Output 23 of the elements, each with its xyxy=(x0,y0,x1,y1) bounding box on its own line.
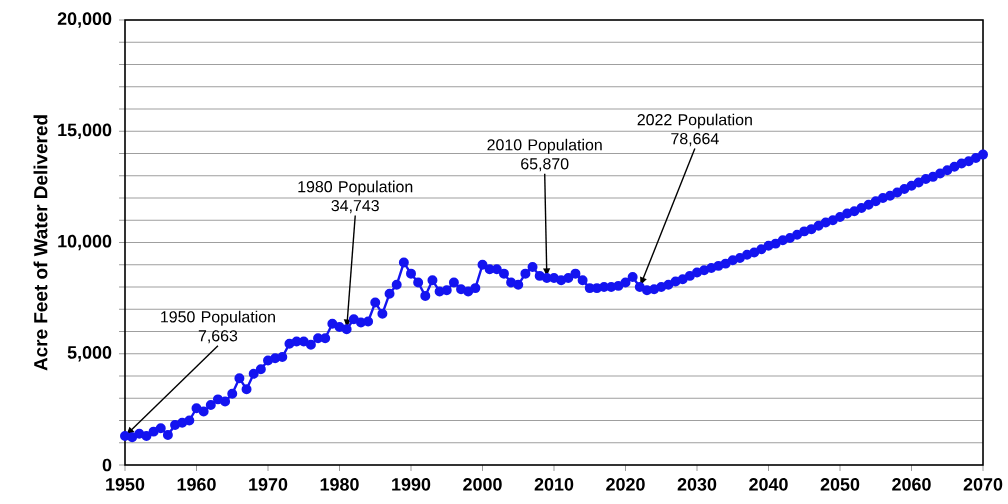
x-tick-label: 1970 xyxy=(249,478,288,491)
annotation: 1950 Population 7,663 xyxy=(161,310,275,344)
x-tick-label: 2010 xyxy=(534,478,574,491)
annotation: 2010 Population 65,870 xyxy=(487,138,602,172)
x-tick-label: 1950 xyxy=(106,478,145,491)
y-tick-label: 15,000 xyxy=(58,123,112,139)
y-tick-label: 10,000 xyxy=(58,234,112,251)
y-tick-label: 20,000 xyxy=(57,12,112,28)
x-tick-label: 1960 xyxy=(177,478,216,491)
x-tick-label: 1990 xyxy=(392,478,431,491)
x-tick-label: 1980 xyxy=(320,478,359,491)
annotation: 1980 Population 34,743 xyxy=(298,180,413,214)
x-tick-label: 2020 xyxy=(606,478,645,491)
y-tick-label: 5,000 xyxy=(67,346,112,362)
x-tick-label: 2060 xyxy=(892,478,931,491)
x-tick-label: 2070 xyxy=(963,478,1003,491)
x-tick-label: 2030 xyxy=(677,478,717,491)
y-tick-label: 0 xyxy=(102,458,112,472)
x-tick-label: 2000 xyxy=(463,478,502,491)
y-axis-title: Acre Feet of Water Delivered xyxy=(33,115,48,371)
x-tick-label: 2040 xyxy=(749,478,788,491)
x-tick-label: 2050 xyxy=(820,478,860,491)
annotation: 2022 Population 78,664 xyxy=(637,113,752,147)
